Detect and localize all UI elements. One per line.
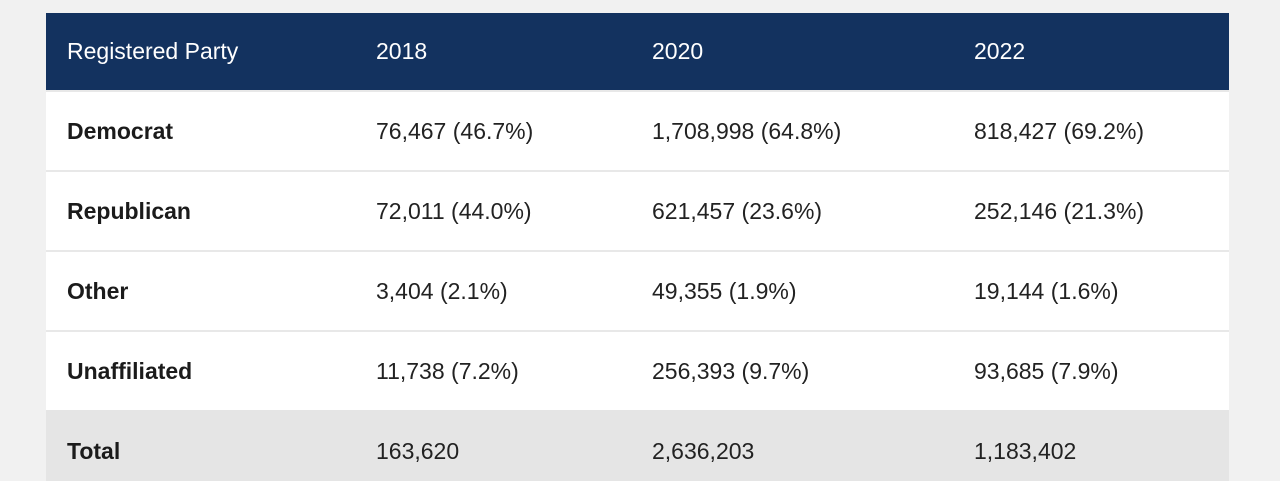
- header-registered-party: Registered Party: [67, 38, 239, 64]
- value-2022: 19,144 (1.6%): [974, 277, 1119, 304]
- value-2020: 621,457 (23.6%): [652, 197, 823, 224]
- total-2018: 163,620: [376, 438, 460, 464]
- party-name: Democrat: [67, 117, 174, 144]
- table-row-total: Total 163,620 2,636,203 1,183,402: [46, 411, 1229, 481]
- table-row-other: Other 3,404 (2.1%) 49,355 (1.9%) 19,144 …: [46, 251, 1229, 331]
- value-2018: 72,011 (44.0%): [376, 197, 532, 224]
- total-2022: 1,183,402: [974, 438, 1077, 464]
- value-2020: 49,355 (1.9%): [652, 277, 797, 304]
- value-2018: 3,404 (2.1%): [376, 277, 508, 304]
- header-2018: 2018: [376, 38, 428, 64]
- registration-table-container: Registered Party 2018 2020 2022 Democrat…: [46, 13, 1229, 481]
- total-2020: 2,636,203: [652, 438, 755, 464]
- header-2022: 2022: [974, 38, 1026, 64]
- header-2020: 2020: [652, 38, 704, 64]
- table-row-republican: Republican 72,011 (44.0%) 621,457 (23.6%…: [46, 171, 1229, 251]
- value-2018: 76,467 (46.7%): [376, 117, 534, 144]
- value-2022: 818,427 (69.2%): [974, 117, 1145, 144]
- value-2020: 256,393 (9.7%): [652, 357, 810, 384]
- registration-table: Registered Party 2018 2020 2022 Democrat…: [46, 13, 1229, 481]
- value-2022: 252,146 (21.3%): [974, 197, 1145, 224]
- value-2018: 11,738 (7.2%): [376, 357, 519, 384]
- party-name: Unaffiliated: [67, 357, 193, 384]
- party-name: Republican: [67, 197, 191, 224]
- total-label: Total: [67, 438, 121, 464]
- table-row-democrat: Democrat 76,467 (46.7%) 1,708,998 (64.8%…: [46, 91, 1229, 171]
- table-header-row: Registered Party 2018 2020 2022: [46, 13, 1229, 91]
- party-name: Other: [67, 277, 129, 304]
- value-2022: 93,685 (7.9%): [974, 357, 1119, 384]
- value-2020: 1,708,998 (64.8%): [652, 117, 842, 144]
- table-row-unaffiliated: Unaffiliated 11,738 (7.2%) 256,393 (9.7%…: [46, 331, 1229, 411]
